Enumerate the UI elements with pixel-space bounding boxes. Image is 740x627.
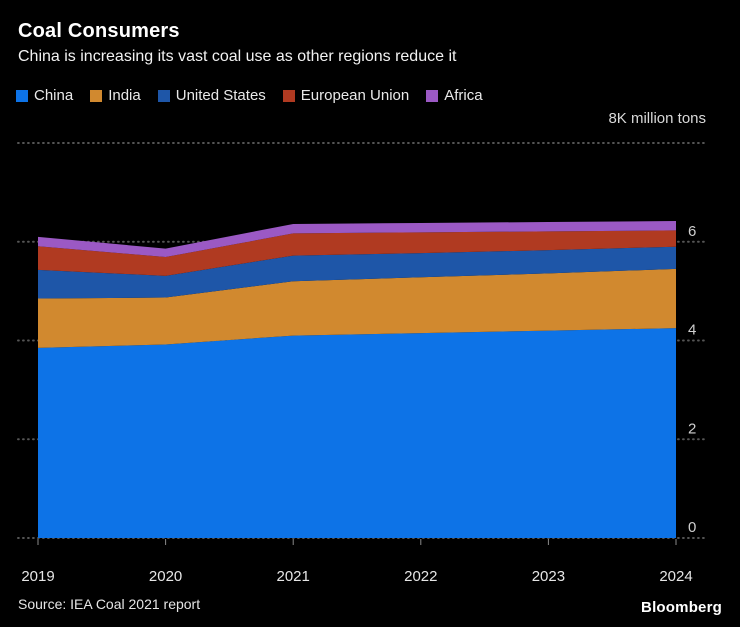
area-africa [38, 221, 676, 258]
bloomberg-logo: Bloomberg [641, 599, 722, 616]
x-tick-label: 2022 [404, 568, 437, 585]
legend-swatch [157, 89, 170, 102]
y-tick-label: 6 [688, 223, 696, 240]
x-tick-label: 2023 [532, 568, 565, 585]
legend-label: United States [175, 87, 266, 104]
page-title: Coal Consumers [18, 20, 180, 42]
y-tick-label: 4 [688, 322, 696, 339]
source-note: Source: IEA Coal 2021 report [18, 596, 201, 612]
y-tick-label: 0 [688, 519, 696, 536]
y-tick-label: 2 [688, 420, 696, 437]
area-china [38, 328, 676, 538]
legend-label: Africa [444, 87, 483, 104]
legend-item-africa: Africa [426, 87, 483, 104]
area-european-union [38, 230, 676, 276]
area-united-states [38, 246, 676, 299]
area-india [38, 268, 676, 348]
x-tick-label: 2021 [277, 568, 310, 585]
legend-swatch [16, 89, 28, 102]
legend-item-united-states: United States [157, 87, 266, 104]
legend-label: European Union [300, 87, 410, 104]
x-tick-label: 2020 [149, 568, 182, 585]
legend-swatch [90, 89, 103, 102]
legend-item-india: India [90, 87, 141, 104]
legend: China India United States European Union Afr… [16, 87, 483, 104]
page-subtitle: China is increasing its vast coal use as… [18, 48, 457, 65]
x-tick-label: 2019 [21, 568, 54, 585]
legend-label: China [34, 87, 74, 104]
legend-item-european-union: European Union [282, 87, 410, 104]
legend-swatch [282, 89, 295, 102]
legend-label: India [108, 87, 141, 104]
legend-swatch [426, 89, 439, 102]
legend-item-china: China [16, 87, 73, 104]
x-tick-label: 2024 [659, 568, 692, 585]
y-axis-unit-label: 8K million tons [608, 110, 706, 127]
